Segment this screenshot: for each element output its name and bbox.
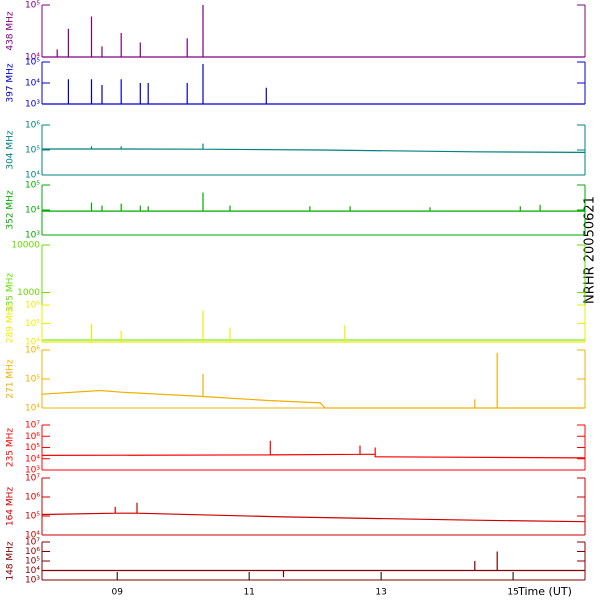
y-tick-label: 10⁵ — [25, 512, 40, 522]
y-tick-label: 1000 — [17, 288, 40, 298]
series-line — [42, 551, 585, 578]
series-line — [42, 192, 585, 212]
y-tick-label: 10⁴ — [25, 53, 40, 63]
panel-label: 235 MHz — [6, 428, 16, 468]
y-tick-label: 10⁵ — [25, 146, 40, 156]
y-tick-label: 10⁴ — [25, 454, 40, 464]
x-tick-label: 15 — [507, 588, 518, 598]
y-tick-label: 10⁵ — [25, 181, 40, 191]
series-line — [42, 5, 585, 58]
panel-label: 271 MHz — [6, 359, 16, 399]
y-tick-label: 10⁵ — [25, 1, 40, 11]
y-tick-label: 10⁷ — [25, 474, 40, 484]
y-tick-label: 10³ — [25, 576, 40, 586]
y-tick-label: 10⁶ — [25, 547, 40, 557]
panel-label: 397 MHz — [6, 63, 16, 103]
y-tick-label: 10000 — [11, 241, 40, 251]
y-tick-label: 10⁴ — [25, 338, 40, 348]
y-tick-label: 10⁵ — [25, 58, 40, 68]
panel-label: 335 MHz — [6, 273, 16, 313]
y-tick-label: 10⁴ — [25, 531, 40, 541]
y-tick-label: 10⁷ — [25, 421, 40, 431]
y-tick-label: 10⁴ — [25, 566, 40, 576]
panel-label: 164 MHz — [6, 487, 16, 527]
y-tick-label: 10⁵ — [25, 375, 40, 385]
panel-label: 289 MHz — [6, 304, 16, 344]
x-tick-label: 09 — [111, 588, 123, 598]
y-tick-label: 10⁶ — [25, 301, 40, 311]
panel-label: 148 MHz — [6, 541, 16, 581]
y-tick-label: 10⁶ — [25, 346, 40, 356]
x-tick-label: 11 — [243, 588, 254, 598]
y-tick-label: 10⁴ — [25, 171, 40, 181]
series-line — [41, 352, 585, 409]
y-tick-label: 10⁶ — [25, 121, 40, 131]
y-tick-label: 10⁵ — [25, 443, 40, 453]
side-label: NRHR 20050621 — [583, 196, 598, 304]
y-tick-label: 10⁵ — [25, 557, 40, 567]
y-tick-label: 10⁶ — [25, 432, 40, 442]
panel-label: 304 MHz — [6, 130, 16, 170]
series-line — [41, 440, 586, 459]
y-tick-label: 10⁶ — [25, 493, 40, 503]
y-tick-label: 10³ — [25, 466, 40, 476]
y-tick-label: 10³ — [25, 100, 40, 110]
y-tick-label: 10⁵ — [25, 319, 40, 329]
series-line — [42, 64, 585, 105]
y-tick-label: 10⁴ — [25, 79, 40, 89]
y-tick-label: 10⁴ — [25, 206, 40, 216]
series-line — [41, 502, 586, 523]
y-tick-label: 10⁷ — [25, 538, 40, 548]
x-axis-label: Time (UT) — [517, 585, 572, 598]
panel-label: 352 MHz — [6, 190, 16, 230]
y-tick-label: 10⁴ — [25, 404, 40, 414]
series-line — [42, 143, 586, 153]
series-line — [42, 310, 585, 343]
x-tick-label: 13 — [375, 588, 386, 598]
y-tick-label: 10³ — [25, 231, 40, 241]
panel-label: 438 MHz — [6, 11, 16, 51]
